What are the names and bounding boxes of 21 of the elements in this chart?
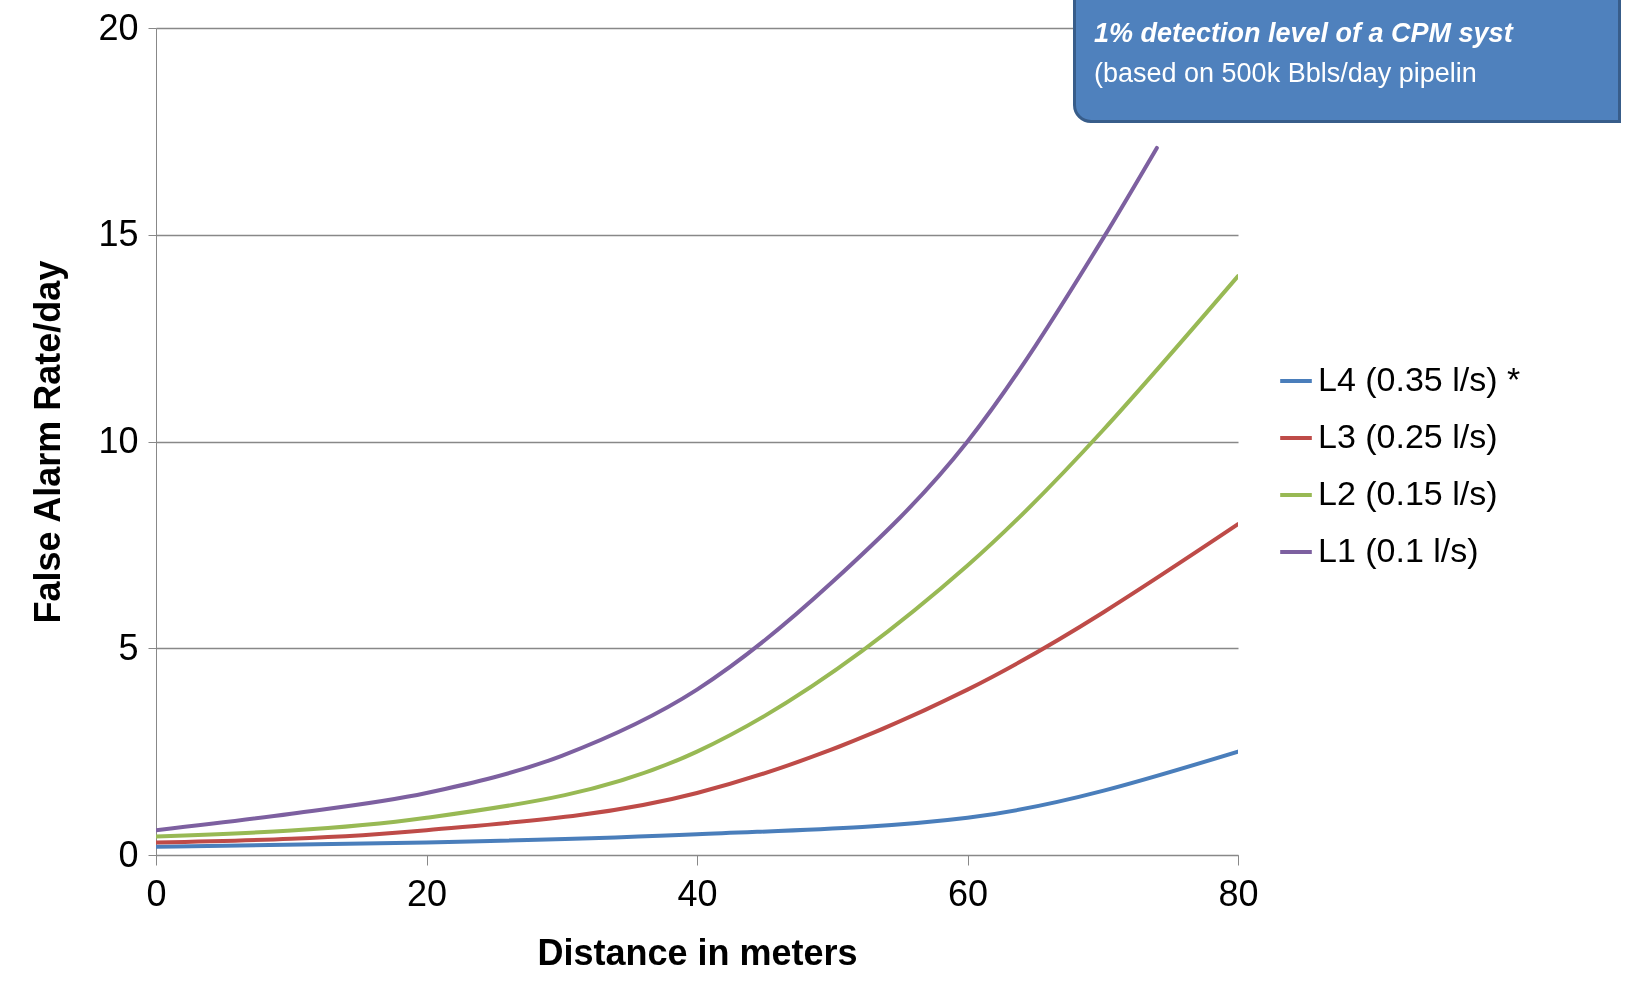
line-series	[156, 145, 1159, 833]
legend-label: L1 (0.1 l/s)	[1318, 531, 1479, 569]
x-axis-title: Distance in meters	[537, 931, 858, 973]
legend-label: L4 (0.35 l/s) *	[1318, 360, 1521, 398]
x-tick-label: 40	[677, 872, 718, 914]
annotation: (based on 500k Bbls/day pipelin	[1094, 57, 1478, 90]
x-tick-label: 60	[947, 872, 989, 914]
x-tick-label: 0	[146, 872, 167, 914]
y-tick-label: 15	[98, 213, 139, 255]
line-series	[156, 749, 1238, 849]
x-tick-label: 80	[1218, 872, 1259, 914]
legend-label: L2 (0.15 l/s)	[1318, 474, 1498, 512]
callout-box: 1% detection level of a CPM syst (based on 500k Bbls/day pipelin	[1073, 0, 1621, 123]
y-tick-label: 5	[118, 626, 139, 668]
y-tick-label: 0	[118, 833, 139, 875]
annotation: 1% detection level of a CPM syst	[1094, 17, 1515, 50]
legend-label: L3 (0.25 l/s)	[1318, 417, 1498, 455]
y-axis-title: False Alarm Rate/day	[27, 260, 69, 624]
y-tick-label: 20	[98, 6, 139, 48]
x-tick-label: 20	[406, 872, 448, 914]
y-tick-label: 10	[98, 420, 139, 461]
